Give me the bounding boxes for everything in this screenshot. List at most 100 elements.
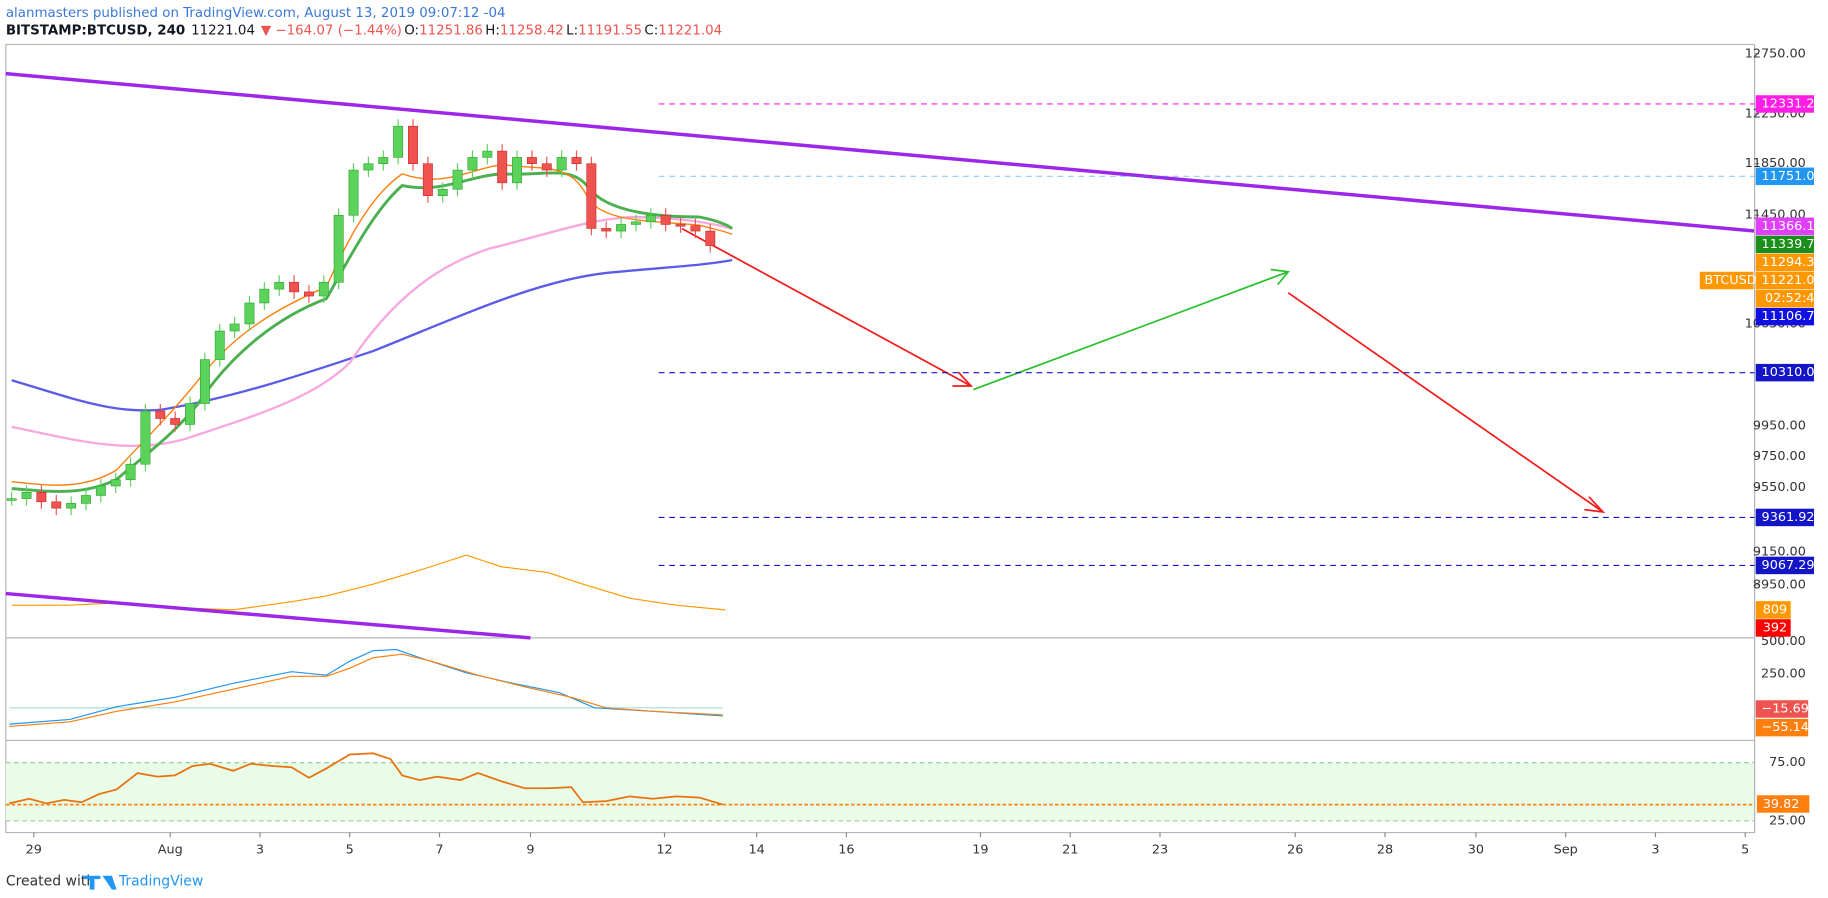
header-item: 11258.42: [500, 23, 564, 38]
footer-brand[interactable]: TradingView: [118, 874, 203, 890]
macd-tick: 500.00: [1761, 634, 1806, 649]
candle-body: [363, 163, 374, 171]
header-item: 11251.86: [419, 23, 483, 38]
x-tick-label: 3: [1651, 843, 1659, 858]
candle-body: [526, 157, 537, 165]
price-tag-label: 11751.07: [1762, 169, 1823, 184]
x-tick-label: 12: [656, 843, 672, 858]
x-tick-label: 19: [972, 843, 988, 858]
macd-tick: 250.00: [1761, 667, 1806, 682]
candle-body: [705, 230, 716, 246]
arrow-down: [1287, 292, 1606, 514]
candle-body: [289, 281, 300, 293]
y-tick-label: 11850.00: [1745, 156, 1806, 171]
price-tag-label: 9361.92: [1762, 510, 1815, 525]
candle-body: [185, 403, 195, 425]
y-tick-label: 12750.00: [1745, 46, 1806, 61]
symbol-line: BITSTAMP:BTCUSD, 240 11221.04 ▼ −164.07 (−…: [6, 23, 722, 38]
x-tick-label: Sep: [1554, 843, 1578, 858]
candle-body: [675, 224, 686, 227]
candle-body: [95, 485, 106, 496]
arrow-down: [681, 227, 974, 387]
candle-body: [229, 323, 240, 332]
volume-label: 392: [1763, 620, 1787, 635]
header-item: ▼ −164.07 (−1.44%): [261, 23, 402, 38]
candle-body: [333, 214, 344, 283]
x-tick-label: 26: [1287, 843, 1303, 858]
candle-body: [616, 224, 627, 232]
candle-body: [660, 214, 671, 225]
header-item: O:: [404, 23, 419, 38]
price-tag: [1755, 556, 1815, 575]
candle-body: [467, 157, 478, 171]
macd-tag: [1755, 700, 1809, 718]
candle-body: [81, 495, 91, 504]
x-tick-label: 29: [26, 843, 42, 858]
y-tick-label: 9750.00: [1753, 449, 1806, 464]
x-tick-label: 3: [256, 843, 264, 858]
x-tick-label: 9: [526, 843, 534, 858]
candle-body: [274, 281, 285, 290]
rsi-value: 39.82: [1763, 797, 1800, 812]
x-tick-label: 30: [1468, 843, 1484, 858]
candle-body: [497, 150, 508, 184]
candle-body: [408, 125, 418, 165]
header-item: 11221.04: [658, 23, 722, 38]
y-tick-label: 8950.00: [1753, 577, 1806, 592]
y-tick-label: 9950.00: [1753, 418, 1806, 433]
arrows: [681, 227, 1606, 514]
candle-body: [214, 330, 225, 360]
candle-body: [630, 221, 641, 225]
candle-body: [318, 281, 329, 297]
price-tag: [1755, 167, 1815, 186]
candle-body: [586, 163, 597, 229]
price-tag-label: 11294.35: [1762, 255, 1823, 270]
candle-body: [244, 302, 255, 325]
symbol-tag: [1699, 271, 1754, 290]
candle-body: [125, 463, 136, 481]
y-tick-label: 9550.00: [1753, 480, 1806, 495]
trendline: [5, 71, 1755, 233]
candle-body: [690, 225, 701, 232]
candle-body: [645, 214, 656, 223]
x-tick-label: 23: [1152, 843, 1168, 858]
rsi-band: [5, 762, 1755, 821]
rsi-tick: 25.00: [1769, 813, 1806, 828]
x-tick-label: 5: [346, 843, 354, 858]
logo: [83, 875, 117, 890]
y-tick-label: 9150.00: [1753, 544, 1806, 559]
candle-body: [259, 288, 270, 304]
countdown-label: 02:52:49: [1765, 291, 1823, 306]
volume-label: 809: [1763, 602, 1787, 617]
candle-body: [512, 157, 522, 184]
price-tag: [1755, 363, 1815, 382]
arrow-up: [973, 268, 1290, 391]
macd-label: −15.69: [1762, 701, 1809, 716]
candle-body: [6, 498, 17, 501]
footer-text: Created with: [6, 874, 95, 890]
publisher: alanmasters published on TradingView.com…: [6, 6, 506, 21]
candle-body: [437, 188, 448, 197]
price-tag: [1755, 307, 1815, 326]
candle-body: [601, 228, 612, 232]
symbol-tag-label: BTCUSD: [1704, 273, 1756, 288]
rsi-tag: [1756, 795, 1810, 813]
price-tag: [1755, 253, 1815, 272]
price-tag-label: 11106.74: [1762, 309, 1823, 324]
header-item: 11191.55: [578, 23, 642, 38]
x-tick-label: 16: [838, 843, 854, 858]
price-tag: [1755, 217, 1815, 236]
countdown-tag: [1755, 289, 1815, 308]
header-item: 11221.04: [191, 23, 255, 38]
volume-tag: [1755, 619, 1791, 637]
macd-signal: [9, 653, 723, 728]
header-item: L:: [566, 23, 578, 38]
x-tick-label: 28: [1377, 843, 1393, 858]
x-tick-label: 21: [1062, 843, 1078, 858]
macd-tag: [1755, 718, 1809, 737]
candle-body: [303, 291, 314, 297]
volume-tag: [1755, 601, 1791, 619]
price-tag-label: 11339.75: [1762, 237, 1823, 252]
candle-body: [36, 492, 47, 503]
